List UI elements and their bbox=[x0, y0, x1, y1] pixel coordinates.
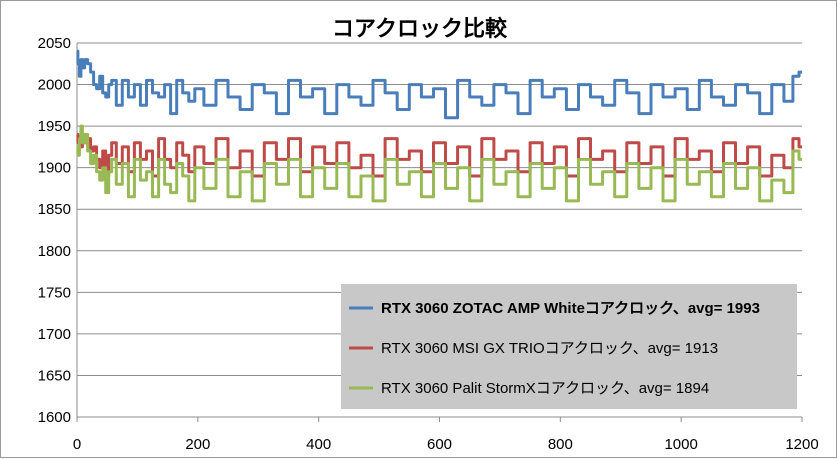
chart-title: コアクロック比較 bbox=[332, 17, 507, 42]
x-tick-label: 800 bbox=[548, 436, 573, 453]
x-tick-label: 400 bbox=[306, 436, 331, 453]
x-tick-label: 200 bbox=[185, 436, 210, 453]
legend-label: RTX 3060 Palit StormXコアクロック、avg= 1894 bbox=[381, 380, 709, 397]
y-tick-label: 1650 bbox=[38, 367, 71, 384]
series-line-2 bbox=[76, 132, 802, 178]
y-tick-label: 1700 bbox=[38, 326, 71, 343]
legend-label: RTX 3060 ZOTAC AMP Whiteコアクロック、avg= 1993 bbox=[381, 300, 760, 317]
y-tick-label: 1750 bbox=[38, 284, 71, 301]
y-tick-label: 2000 bbox=[38, 77, 71, 94]
y-tick-label: 1900 bbox=[38, 160, 71, 177]
y-tick-label: 2050 bbox=[38, 35, 71, 52]
y-tick-label: 1800 bbox=[38, 243, 71, 260]
series-line-3 bbox=[76, 124, 802, 203]
y-tick-label: 1850 bbox=[38, 201, 71, 218]
x-tick-label: 1200 bbox=[785, 436, 818, 453]
legend-label: RTX 3060 MSI GX TRIOコアクロック、avg= 1913 bbox=[381, 340, 718, 357]
y-tick-label: 1950 bbox=[38, 118, 71, 135]
x-tick-label: 0 bbox=[73, 436, 81, 453]
y-tick-label: 1600 bbox=[38, 409, 71, 426]
x-tick-label: 600 bbox=[427, 436, 452, 453]
x-tick-label: 1000 bbox=[664, 436, 697, 453]
series-line-1 bbox=[76, 49, 802, 120]
legend-box bbox=[341, 284, 797, 409]
